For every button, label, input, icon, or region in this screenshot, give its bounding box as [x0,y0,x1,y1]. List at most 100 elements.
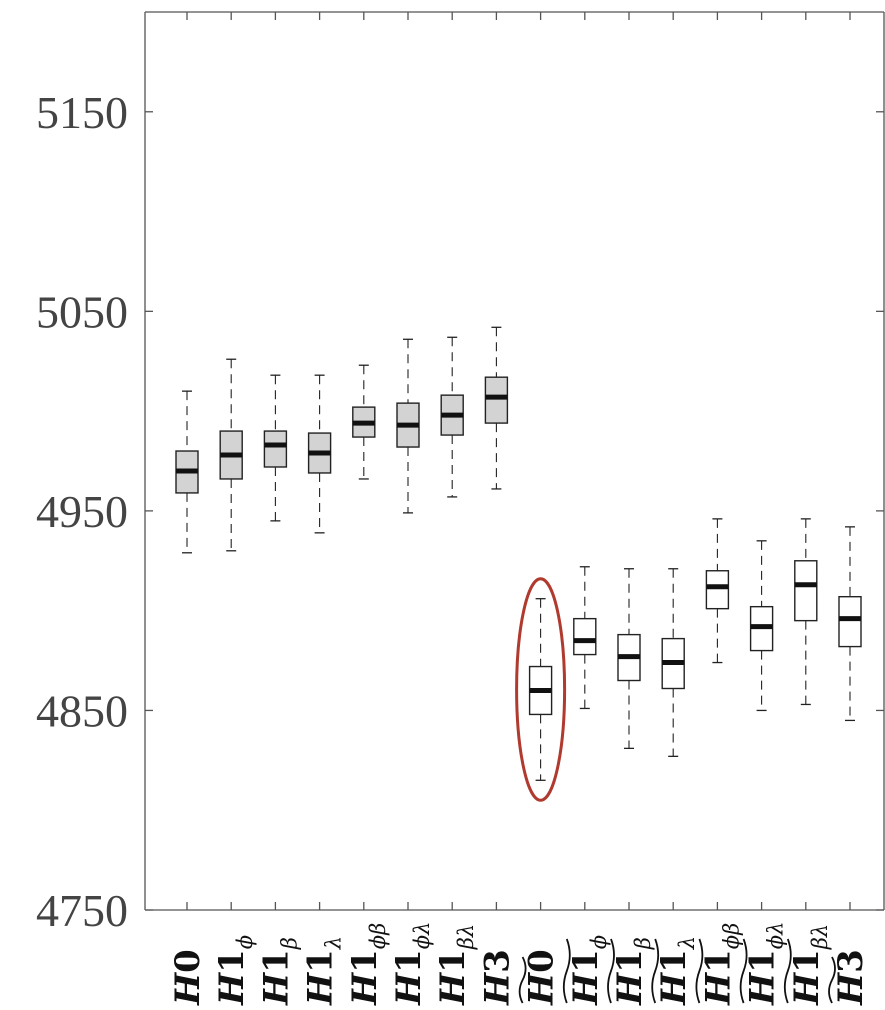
box-8 [528,598,553,781]
x-tick-label: H3 [831,949,871,1006]
label-base: H [168,971,208,1006]
label-base: H [522,971,562,1006]
box-14 [794,518,818,706]
x-tick-label-3: H1λ [301,936,346,1006]
iqr-box [794,560,818,622]
iqr-box [484,376,509,424]
box-1 [219,358,243,552]
x-tick-labels: H0H1ϕH1βH1λH1ϕβH1ϕλH1βλH3H0H1ϕH1βH1λH1ϕβ… [168,922,871,1006]
label-base: H [831,971,871,1006]
label-subscript: β [277,937,301,950]
box-7 [484,326,509,490]
box-13 [749,540,774,712]
x-tick-label-15: H3 [828,949,871,1006]
label-subscript: βλ [454,924,478,950]
y-tick-label: 4950 [36,486,128,537]
x-tick-label-7: H3 [477,949,517,1006]
iqr-box [838,595,862,648]
box-2 [263,374,288,522]
x-tick-label-2: H1β [256,937,301,1006]
x-tick-label: H1ϕβ [698,923,743,1006]
x-tick-label-11: H1λ [651,936,699,1006]
label-base: H [389,971,429,1006]
y-tick-label: 5050 [36,286,128,337]
y-tick-labels: 4750 4850 4950 5050 5150 [36,87,128,936]
tilde-accent [562,938,571,1004]
y-tick-label: 4850 [36,685,128,736]
box-5 [396,338,420,514]
x-tick-label: H1ϕ [566,935,611,1006]
label-subscript: ϕ [587,935,611,949]
label-num: 1 [654,949,694,973]
box-3 [307,374,332,534]
box-4 [352,364,376,480]
label-subscript: ϕβ [719,923,743,949]
x-tick-label: H1ϕλ [389,922,434,1006]
label-num: 0 [522,949,562,973]
label-subscript: λ [675,936,699,950]
label-base: H [566,971,606,1006]
tilde-accent [783,938,792,1004]
label-num: 1 [787,949,827,973]
iqr-box [573,617,597,656]
highlight-ellipse [515,577,567,802]
iqr-box [263,430,288,468]
label-subscript: ϕλ [410,922,434,950]
x-tick-label: H1ϕ [212,935,257,1006]
x-tick-label: H1β [610,937,655,1006]
x-tick-label: H1ϕβ [345,923,390,1006]
label-subscript: β [631,937,655,950]
box-6 [440,336,464,498]
label-num: 3 [831,949,871,973]
label-base: H [212,971,252,1006]
tilde-accent [518,956,527,1004]
x-tick-label-13: H1ϕλ [739,922,788,1006]
x-tick-label: H1λ [301,936,346,1006]
label-num: 1 [389,949,429,973]
tilde-accent [651,938,660,1004]
label-subscript: ϕβ [366,923,390,949]
label-num: 3 [477,949,517,973]
label-num: 1 [212,949,252,973]
y-tick-label: 4750 [36,885,128,936]
box-10 [617,568,641,750]
box-12 [705,518,730,664]
tilde-accent [695,938,704,1004]
label-base: H [787,971,827,1006]
tilde-accent [607,938,615,1004]
x-tick-label: H3 [477,949,517,1006]
axes [144,11,885,911]
label-base: H [433,971,473,1006]
box-series [175,326,862,781]
x-tick-label-12: H1ϕβ [695,923,743,1006]
label-num: 1 [345,949,385,973]
x-tick-label: H1βλ [433,924,478,1006]
x-tick-label-0: H0 [168,949,208,1006]
x-tick-label-8: H0 [518,949,562,1006]
label-num: 1 [301,949,341,973]
y-tick-label: 5150 [36,87,128,138]
label-base: H [477,971,517,1006]
label-base: H [345,971,385,1006]
label-subscript: ϕλ [764,922,788,950]
label-base: H [743,971,783,1006]
x-tick-label: H0 [522,949,562,1006]
x-tick-label-1: H1ϕ [212,935,257,1006]
x-tick-label: H1βλ [787,924,832,1006]
label-subscript: ϕ [233,935,257,949]
x-tick-label: H1λ [654,936,699,1006]
x-tick-label-4: H1ϕβ [345,923,390,1006]
label-base: H [610,971,650,1006]
highlight-layer [515,577,567,802]
box-15 [838,526,862,722]
x-tick-label-6: H1βλ [433,924,478,1006]
label-subscript: βλ [808,924,832,950]
label-base: H [301,971,341,1006]
x-tick-label-14: H1βλ [783,924,832,1006]
label-base: H [256,971,296,1006]
label-subscript: λ [322,936,346,950]
label-num: 1 [433,949,473,973]
box-9 [573,566,597,710]
box-11 [661,568,685,757]
